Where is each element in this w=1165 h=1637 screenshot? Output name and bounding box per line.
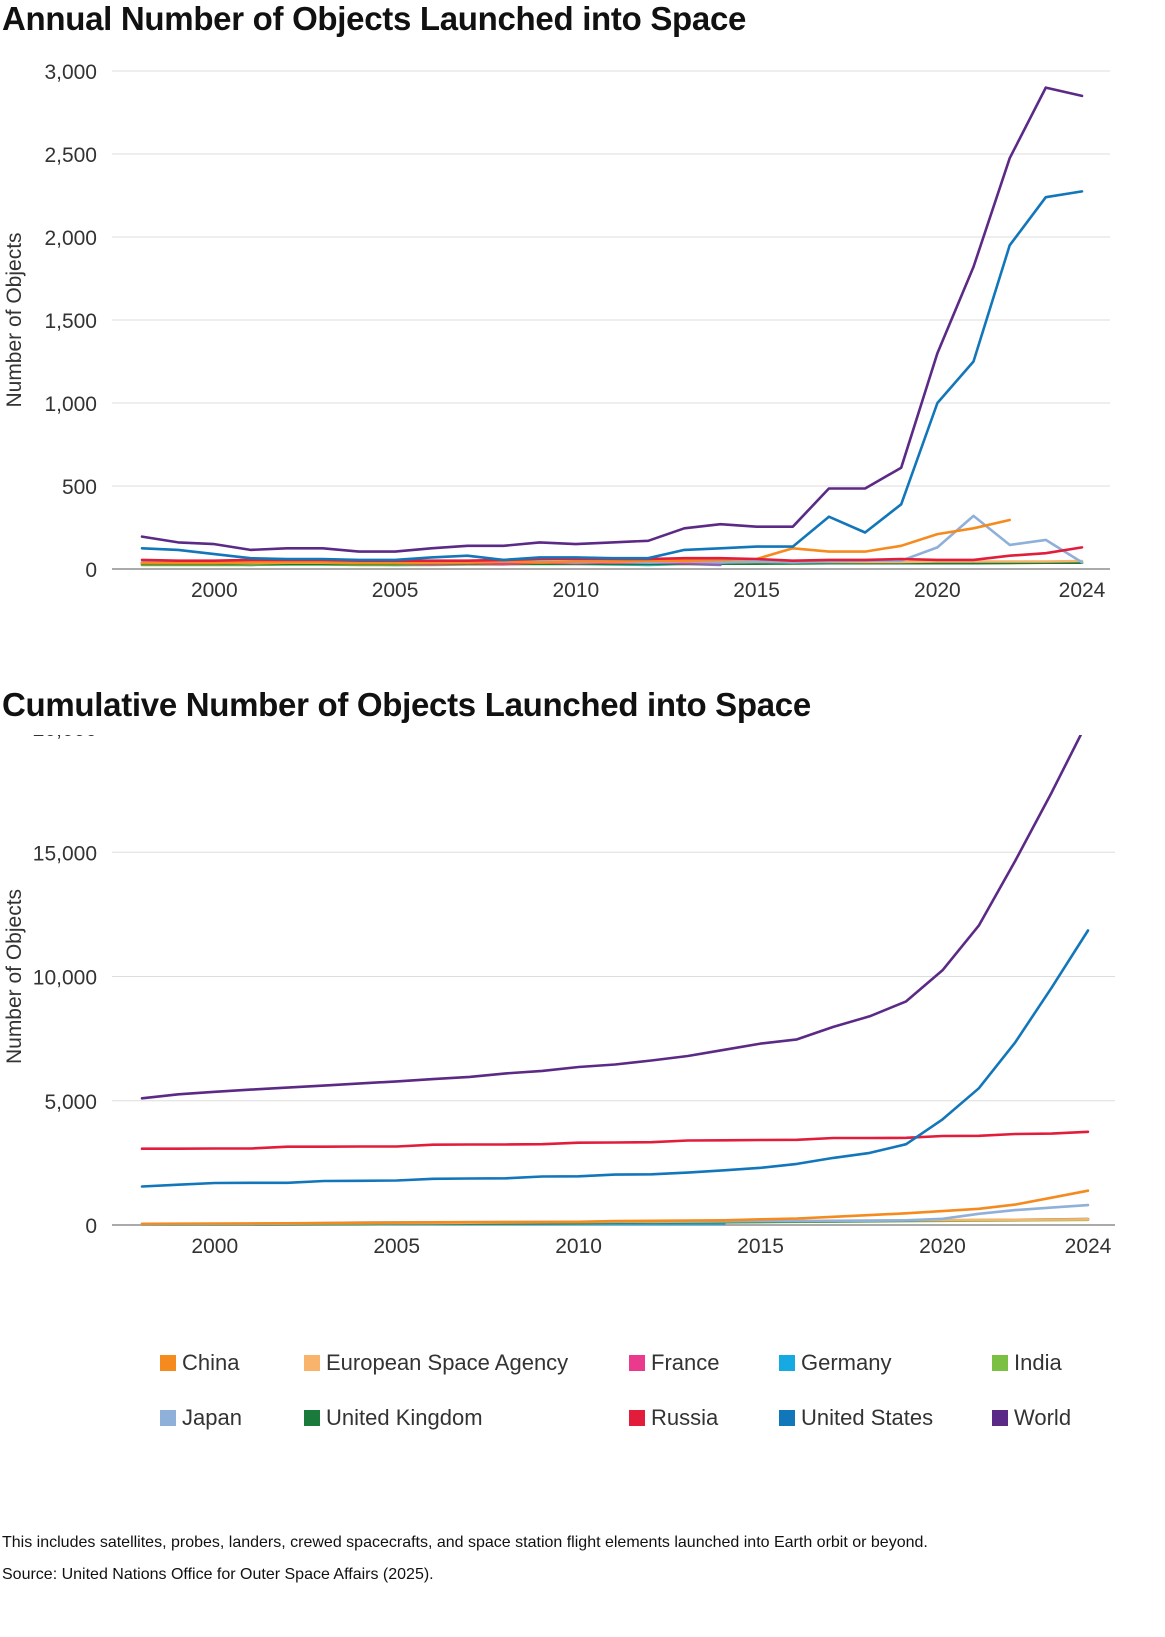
- x-tick-label: 2005: [372, 579, 419, 602]
- legend-item-european-space-agency: European Space Agency: [304, 1350, 568, 1376]
- x-tick-label: 2020: [914, 579, 961, 602]
- legend-label: Russia: [651, 1405, 719, 1430]
- y-tick-label: 1,000: [44, 393, 97, 416]
- y-tick-label: 15,000: [33, 842, 97, 865]
- y-tick-label: 1,500: [44, 310, 97, 333]
- legend-swatch: [992, 1355, 1008, 1371]
- x-tick-label: 2010: [552, 579, 599, 602]
- legend-label: China: [182, 1350, 240, 1375]
- series-line-united-states: [140, 929, 1090, 1188]
- annual-chart-title: Annual Number of Objects Launched into S…: [2, 0, 747, 37]
- series-line-world: [140, 735, 1083, 1100]
- series-line-china: [140, 1189, 1090, 1226]
- x-tick-label: 2005: [373, 1235, 420, 1258]
- x-tick-label: 2000: [191, 579, 238, 602]
- y-axis-label: Number of Objects: [3, 232, 26, 407]
- legend-item-india: India: [992, 1350, 1062, 1376]
- x-tick-label: 2024: [1059, 579, 1106, 602]
- legend-item-japan: Japan: [160, 1405, 242, 1431]
- x-tick-label: 2024: [1065, 1235, 1112, 1258]
- legend-swatch: [629, 1410, 645, 1426]
- x-tick-label: 2010: [555, 1235, 602, 1258]
- y-axis-label: Number of Objects: [3, 889, 26, 1064]
- series-line-russia: [140, 1130, 1090, 1151]
- legend-swatch: [160, 1410, 176, 1426]
- legend-item-united-kingdom: United Kingdom: [304, 1405, 483, 1431]
- y-tick-label: 3,000: [44, 61, 97, 84]
- legend-label: United States: [801, 1405, 934, 1430]
- cumulative-chart-title: Cumulative Number of Objects Launched in…: [2, 686, 811, 723]
- x-tick-label: 2000: [191, 1235, 238, 1258]
- legend-item-russia: Russia: [629, 1405, 718, 1431]
- legend-swatch: [304, 1410, 320, 1426]
- legend-swatch: [629, 1355, 645, 1371]
- legend-label: France: [651, 1350, 720, 1375]
- legend-swatch: [779, 1410, 795, 1426]
- legend-label: India: [1014, 1350, 1062, 1375]
- x-tick-label: 2015: [737, 1235, 784, 1258]
- series-line-united-states: [140, 190, 1084, 562]
- y-tick-label: 2,000: [44, 227, 97, 250]
- legend-label: United Kingdom: [326, 1405, 483, 1430]
- legend-swatch: [992, 1410, 1008, 1426]
- y-tick-label: 0: [85, 559, 97, 582]
- series-line-china: [140, 518, 1012, 565]
- legend-item-germany: Germany: [779, 1350, 891, 1376]
- y-tick-label: 10,000: [33, 967, 97, 990]
- x-tick-label: 2020: [919, 1235, 966, 1258]
- x-tick-label: 2015: [733, 579, 780, 602]
- footnote-source: Source: United Nations Office for Outer …: [2, 1566, 434, 1583]
- y-tick-label: 0: [85, 1215, 97, 1238]
- series-line-world: [140, 86, 1084, 553]
- y-tick-label: 20,000: [33, 735, 97, 741]
- legend-swatch: [304, 1355, 320, 1371]
- legend-label: Germany: [801, 1350, 892, 1375]
- legend-swatch: [160, 1355, 176, 1371]
- cumulative-launches-chart: 0 5,000 10,000 15,000 20,000 2000 2005 2010 2015…: [3, 735, 1115, 1258]
- legend-label: European Space Agency: [326, 1350, 569, 1375]
- legend-item-united-states: United States: [779, 1405, 933, 1431]
- footnote-note: This includes satellites, probes, lander…: [2, 1534, 928, 1551]
- y-tick-label: 2,500: [44, 144, 97, 167]
- series-line-japan: [140, 514, 1084, 565]
- legend-item-china: China: [160, 1350, 239, 1376]
- legend-item-world: World: [992, 1405, 1071, 1431]
- legend-label: Japan: [182, 1405, 242, 1430]
- chart-legend: China European Space Agency France Germany I…: [0, 1350, 1165, 1470]
- y-tick-label: 5,000: [44, 1091, 97, 1114]
- annual-launches-chart: 0 500 1,000 1,500 2,000 2,500 3,000 2000 2005 201…: [3, 61, 1110, 602]
- y-tick-label: 500: [62, 476, 97, 499]
- legend-swatch: [779, 1355, 795, 1371]
- legend-item-france: France: [629, 1350, 719, 1376]
- legend-label: World: [1014, 1405, 1072, 1430]
